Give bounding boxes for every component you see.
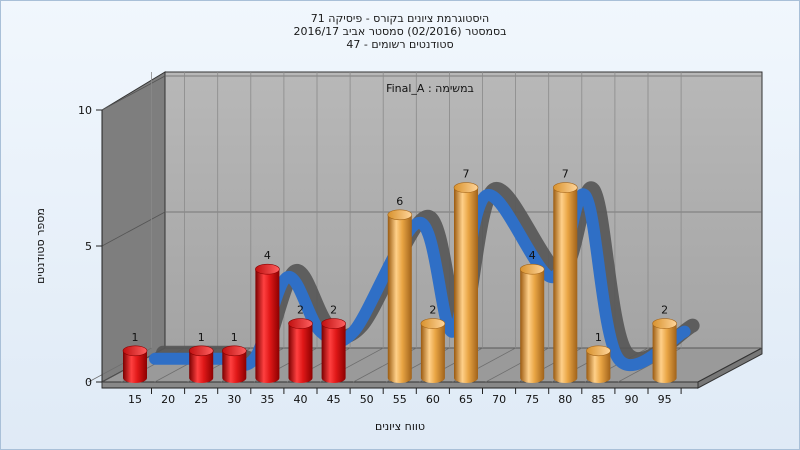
bar-body — [652, 323, 677, 383]
bar-value-label: 6 — [396, 195, 403, 208]
bar-value-label: 2 — [330, 304, 337, 317]
bar-body — [189, 350, 214, 383]
bar-60: 2 — [420, 304, 446, 383]
x-tick-label: 70 — [492, 393, 506, 406]
bar-top — [222, 345, 247, 357]
x-tick-label: 15 — [128, 393, 142, 406]
x-tick-label: 85 — [591, 393, 605, 406]
bar-95: 2 — [652, 304, 677, 383]
x-tick-label: 50 — [360, 393, 374, 406]
bar-top — [255, 263, 280, 275]
x-tick-label: 75 — [525, 393, 539, 406]
bar-body — [387, 214, 412, 383]
y-tick-label: 0 — [85, 376, 92, 389]
chart-title-line-3: סטודנטים רשומים - 47 — [346, 38, 454, 51]
bar-value-label: 2 — [661, 304, 668, 317]
x-tick-label: 30 — [227, 393, 241, 406]
right-edge — [697, 347, 763, 389]
x-tick-label: 55 — [393, 393, 407, 406]
bar-value-label: 4 — [264, 249, 271, 262]
bar-body — [123, 350, 147, 383]
bar-body — [288, 323, 313, 383]
y-axis-title: מספר סטודנטים — [34, 208, 47, 284]
x-tick-label: 65 — [459, 393, 473, 406]
bar-body — [586, 350, 611, 383]
bar-value-label: 1 — [595, 331, 602, 344]
x-tick-label: 95 — [658, 393, 672, 406]
bar-75: 4 — [519, 249, 545, 383]
x-tick-label: 20 — [161, 393, 175, 406]
bar-value-label: 7 — [463, 168, 470, 181]
bar-top — [288, 318, 313, 329]
bar-body — [454, 187, 478, 383]
bar-25: 1 — [188, 331, 214, 383]
bar-value-label: 2 — [297, 304, 304, 317]
bar-body — [255, 269, 280, 383]
bar-30: 1 — [222, 331, 247, 383]
x-axis-title: טווח ציונים — [375, 420, 425, 433]
legend-label: במשימה : Final_A — [386, 82, 474, 95]
bar-body — [222, 350, 247, 383]
y-tick-label: 10 — [78, 104, 92, 117]
x-tick-label: 80 — [558, 393, 572, 406]
y-tick-label: 5 — [85, 240, 92, 253]
gridline-side — [101, 211, 166, 247]
bar-80: 7 — [552, 168, 578, 383]
x-tick-label: 40 — [294, 393, 308, 406]
bar-65: 7 — [453, 168, 479, 383]
bar-top — [321, 318, 346, 329]
bar-value-label: 4 — [529, 249, 536, 262]
bar-value-label: 2 — [429, 304, 436, 317]
x-tick-label: 60 — [426, 393, 440, 406]
bar-15: 1 — [122, 331, 148, 383]
bar-value-label: 1 — [231, 331, 238, 344]
bar-45: 2 — [321, 304, 346, 383]
bar-body — [321, 323, 346, 383]
gridline-side — [101, 75, 166, 111]
bar-body — [553, 187, 578, 383]
x-tick-label: 25 — [194, 393, 208, 406]
bar-top — [453, 182, 479, 193]
x-tick-label: 45 — [327, 393, 341, 406]
bar-value-label: 1 — [132, 331, 139, 344]
bar-85: 1 — [586, 331, 611, 383]
bar-55: 6 — [387, 195, 413, 383]
bar-top — [652, 318, 677, 329]
bar-35: 4 — [255, 249, 280, 383]
bar-top — [122, 345, 148, 357]
bar-top — [188, 345, 214, 357]
bar-top — [420, 318, 446, 329]
bar-top — [387, 209, 413, 221]
bar-top — [519, 263, 545, 275]
bar-value-label: 1 — [198, 331, 205, 344]
bar-value-label: 7 — [562, 168, 569, 181]
bar-top — [552, 182, 578, 193]
x-tick-label: 90 — [625, 393, 639, 406]
chart-title-line-2: בסמסטר (02/2016) סמסטר אביב 2016/17 — [293, 25, 507, 38]
bar-body — [420, 323, 445, 383]
chart-title-line-1: היסטוגרמת ציונים בקורס - פיסיקה 71 — [310, 12, 490, 25]
x-tick-label: 35 — [260, 393, 274, 406]
bar-body — [520, 269, 545, 383]
bar-top — [586, 345, 611, 357]
bar-40: 2 — [288, 304, 313, 383]
